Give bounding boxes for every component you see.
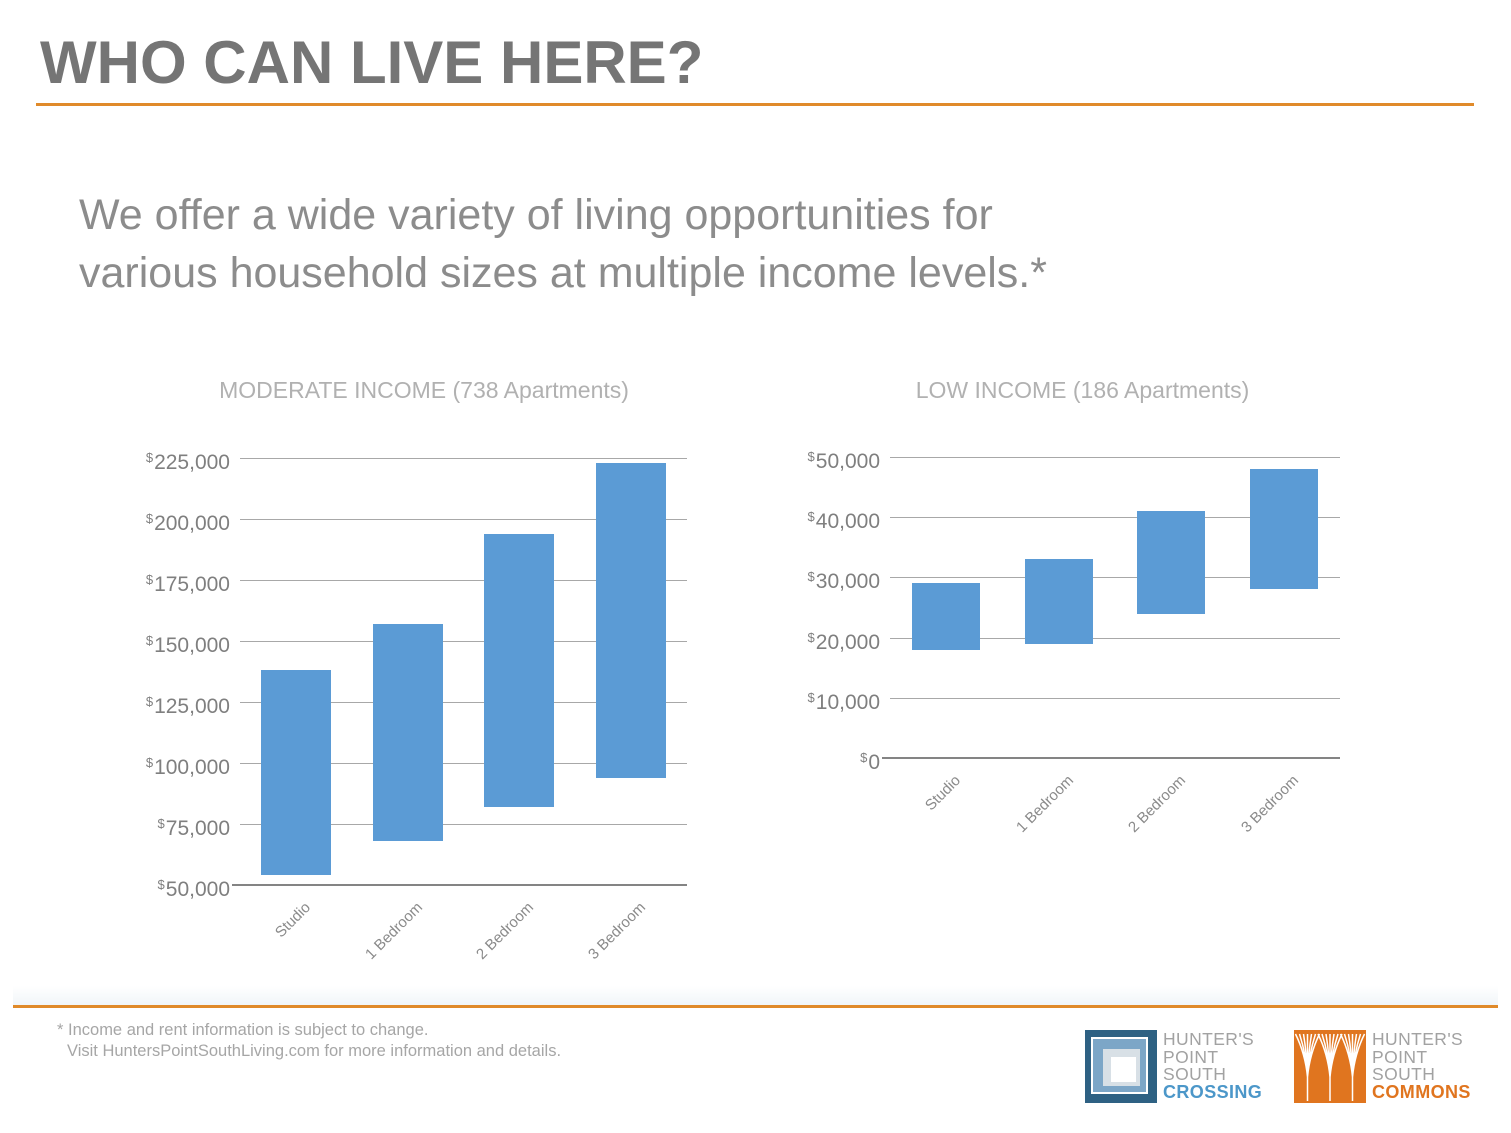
- y-axis-tick-label: $40,000: [807, 509, 880, 534]
- gridline: [890, 637, 1340, 639]
- footer-divider-shadow: [13, 986, 1498, 1005]
- gridline: [240, 824, 687, 825]
- gridline: [240, 458, 687, 459]
- subtitle-line-2: various household sizes at multiple inco…: [79, 249, 1047, 297]
- commons-word-2: POINT: [1372, 1046, 1428, 1067]
- y-axis-tick-label: $10,000: [807, 689, 880, 714]
- crossing-logo-text: HUNTER'S POINT SOUTH CROSSING: [1163, 1029, 1263, 1102]
- gridline: [240, 702, 687, 703]
- x-axis-category-label: 1 Bedroom: [1012, 772, 1077, 836]
- y-axis-tick-label: $200,000: [145, 511, 230, 535]
- crossing-brand-word: CROSSING: [1163, 1081, 1263, 1102]
- crossing-word-1: HUNTER'S: [1163, 1029, 1255, 1049]
- subtitle-line-1: We offer a wide variety of living opport…: [79, 191, 993, 239]
- x-axis-category-label: 3 Bedroom: [1237, 772, 1302, 836]
- y-axis-tick-label: $175,000: [145, 572, 230, 596]
- x-axis-line: [232, 884, 687, 886]
- footnote-line-2: Visit HuntersPointSouthLiving.com for mo…: [67, 1042, 562, 1060]
- y-axis-tick-label: $30,000: [807, 569, 880, 594]
- commons-word-1: HUNTER'S: [1372, 1029, 1464, 1049]
- footer-divider: [13, 1005, 1498, 1008]
- y-axis-tick-label: $75,000: [157, 816, 230, 840]
- y-axis-tick-label: $0: [860, 750, 880, 774]
- range-bar-studio: [260, 670, 331, 876]
- gridline: [890, 577, 1340, 579]
- commons-word-3: SOUTH: [1372, 1064, 1436, 1085]
- range-bar-studio: [912, 583, 981, 650]
- range-bar-3-bedroom: [596, 462, 667, 778]
- range-bar-1-bedroom: [372, 623, 443, 842]
- y-axis-tick-label: $150,000: [145, 633, 230, 657]
- commons-logo: HUNTER'S POINT SOUTH COMMONS: [1294, 1030, 1474, 1105]
- range-bar-3-bedroom: [1249, 469, 1318, 590]
- x-axis-category-label: 2 Bedroom: [1125, 772, 1190, 836]
- gridline: [890, 697, 1340, 699]
- y-axis-tick-label: $50,000: [807, 449, 880, 473]
- y-axis-tick-label: $225,000: [145, 450, 230, 474]
- y-axis-tick-label: $20,000: [807, 629, 880, 654]
- title-underline: [36, 103, 1474, 106]
- chart-title-low-income: LOW INCOME (186 Apartments): [915, 377, 1250, 403]
- footnote-line-1: * Income and rent information is subject…: [57, 1021, 429, 1039]
- y-axis-tick-label: $125,000: [145, 694, 230, 718]
- x-axis-category-label: Studio: [922, 772, 965, 815]
- gridline: [890, 457, 1340, 458]
- range-bar-2-bedroom: [1137, 511, 1206, 614]
- subtitle: We offer a wide variety of living opport…: [79, 186, 1047, 302]
- crossing-icon-center-square: [1111, 1057, 1136, 1082]
- gridline: [240, 763, 687, 764]
- x-axis-category-label: 2 Bedroom: [473, 899, 538, 963]
- crossing-word-3: SOUTH: [1163, 1064, 1227, 1085]
- x-axis-category-label: Studio: [271, 899, 314, 942]
- chart-title-moderate-income: MODERATE INCOME (738 Apartments): [219, 377, 629, 403]
- footnote: * Income and rent information is subject…: [57, 1020, 561, 1062]
- y-axis-tick-label: $100,000: [145, 755, 230, 779]
- range-bar-2-bedroom: [484, 533, 555, 807]
- gridline: [240, 641, 687, 642]
- page-title: WHO CAN LIVE HERE?: [40, 29, 704, 96]
- nested-squares-icon: [1085, 1030, 1157, 1103]
- range-bar-1-bedroom: [1024, 559, 1093, 644]
- crossing-word-2: POINT: [1163, 1046, 1219, 1067]
- three-trees-icon: [1294, 1030, 1366, 1103]
- commons-logo-text: HUNTER'S POINT SOUTH COMMONS: [1372, 1029, 1471, 1102]
- x-axis-line: [882, 757, 1340, 759]
- gridline: [890, 517, 1340, 519]
- x-axis-category-label: 1 Bedroom: [361, 899, 426, 963]
- y-axis-tick-label: $50,000: [157, 877, 230, 901]
- x-axis-category-label: 3 Bedroom: [585, 899, 650, 963]
- gridline: [240, 519, 687, 520]
- crossing-logo: HUNTER'S POINT SOUTH CROSSING: [1085, 1030, 1265, 1105]
- commons-brand-word: COMMONS: [1372, 1081, 1471, 1102]
- gridline: [240, 580, 687, 581]
